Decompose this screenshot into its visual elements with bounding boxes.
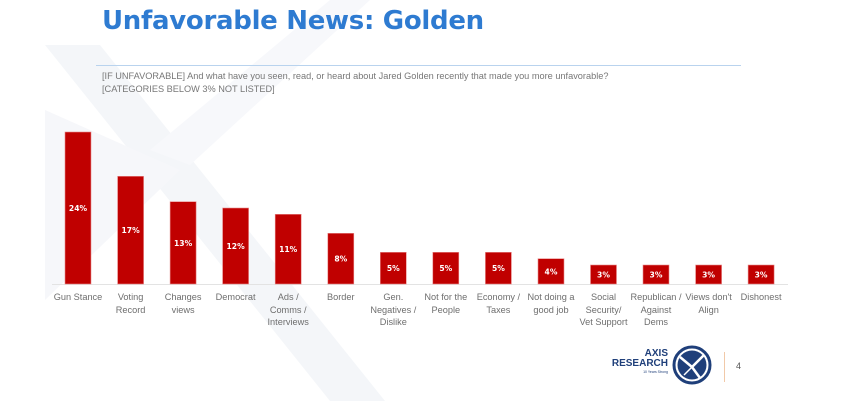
- category-label-line: Vet Support: [579, 317, 628, 327]
- axis-research-logo: AXIS RESEARCH 10 Years Strong: [612, 343, 712, 389]
- category-label-line: views: [171, 304, 195, 315]
- category-label-line: Record: [115, 304, 146, 315]
- category-label: Democrat: [207, 291, 265, 304]
- bar: [327, 233, 355, 285]
- page-number: 4: [736, 361, 742, 371]
- bar-data-label: 5%: [387, 264, 400, 273]
- bar-data-label: 3%: [650, 271, 663, 280]
- category-label-line: Against: [640, 304, 672, 315]
- category-label-line: Align: [698, 304, 719, 315]
- category-label-line: Gun Stance: [53, 292, 103, 302]
- bar: [222, 207, 249, 285]
- category-label-line: Dems: [644, 317, 668, 327]
- bar: [747, 264, 775, 285]
- bar-data-label: 4%: [545, 267, 558, 276]
- bar-data-label: 3%: [702, 271, 715, 280]
- question-note: [CATEGORIES BELOW 3% NOT LISTED]: [102, 84, 275, 94]
- category-label-line: Taxes: [486, 304, 511, 315]
- category-label: Views don't Align: [680, 291, 738, 316]
- category-label: Voting Record: [102, 291, 160, 316]
- category-label-line: Security/: [585, 304, 622, 315]
- category-label: Social Security/Vet Support: [575, 291, 633, 329]
- category-label-line: Not doing a: [527, 292, 575, 302]
- bar-data-label: 8%: [334, 255, 347, 264]
- category-label-line: Economy /: [476, 292, 521, 302]
- category-label-line: Dishonest: [740, 292, 782, 302]
- category-label-line: Changes: [164, 292, 202, 302]
- logo-tagline: 10 Years Strong: [643, 370, 668, 374]
- bar: [642, 264, 670, 285]
- bar: [432, 252, 460, 285]
- bar-data-label: 3%: [755, 271, 768, 280]
- bar-data-label: 17%: [122, 226, 141, 235]
- bar-data-label: 12%: [227, 242, 246, 251]
- bar-data-label: 11%: [279, 245, 298, 254]
- slide-title: Unfavorable News: Golden: [102, 6, 484, 36]
- category-label-line: People: [431, 304, 461, 315]
- category-label-line: Negatives /: [370, 304, 417, 315]
- survey-question: [IF UNFAVORABLE] And what have you seen,…: [102, 70, 802, 96]
- bar-data-label: 3%: [597, 271, 610, 280]
- category-label: Gen. Negatives / Dislike: [364, 291, 422, 329]
- category-label: Ads / Comms / Interviews: [259, 291, 317, 329]
- logo-text-axis: AXIS: [644, 348, 668, 359]
- category-label: Dishonest: [732, 291, 790, 304]
- title-divider: [96, 65, 741, 66]
- category-label: Gun Stance: [49, 291, 107, 304]
- bar: [64, 131, 92, 285]
- bar: [537, 258, 565, 285]
- bar-data-label: 5%: [439, 264, 452, 273]
- category-label: Border: [312, 291, 370, 304]
- category-label-line: Democrat: [215, 292, 256, 302]
- category-label: Changes views: [154, 291, 212, 316]
- category-label-line: good job: [533, 304, 569, 315]
- category-label-line: Social: [590, 292, 617, 302]
- footer-separator: [724, 352, 725, 382]
- category-label-line: Dislike: [379, 317, 407, 327]
- category-label-line: Comms /: [269, 304, 307, 315]
- bar: [274, 214, 302, 285]
- bar-data-label: 24%: [69, 204, 88, 213]
- category-label-line: Ads /: [277, 292, 299, 302]
- category-label-line: Republican /: [630, 292, 682, 302]
- category-label-line: Not for the: [424, 292, 468, 302]
- bar: [379, 252, 407, 285]
- question-text: [IF UNFAVORABLE] And what have you seen,…: [102, 71, 609, 81]
- category-label-line: Gen.: [383, 292, 404, 302]
- axis-x-circle-logo-icon: [672, 345, 712, 385]
- bar-data-label: 13%: [174, 239, 193, 248]
- category-label: Not for the People: [417, 291, 475, 316]
- bar: [485, 252, 512, 285]
- category-label: Not doing a good job: [522, 291, 580, 316]
- bar: [695, 264, 722, 285]
- logo-text-research: RESEARCH: [611, 358, 668, 369]
- watermark-stroke-c: [150, 0, 370, 165]
- bar-data-label: 5%: [492, 264, 505, 273]
- watermark-stroke-a: [45, 45, 385, 401]
- category-label: Republican / Against Dems: [627, 291, 685, 329]
- bar: [169, 201, 197, 285]
- category-label-line: Views don't: [685, 292, 732, 302]
- category-label-line: Voting: [117, 292, 144, 302]
- category-label-line: Border: [327, 292, 355, 302]
- bar: [590, 264, 617, 285]
- category-label-line: Interviews: [267, 317, 309, 327]
- category-label: Economy / Taxes: [469, 291, 527, 316]
- bar: [117, 176, 144, 285]
